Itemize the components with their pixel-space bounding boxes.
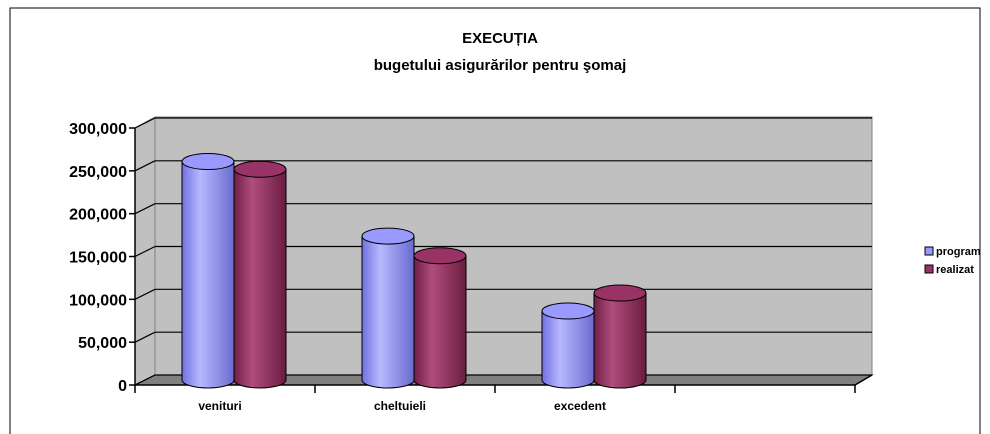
chart-title: EXECUȚIA (462, 30, 538, 47)
cylinder (181, 153, 235, 389)
cylinder-top (593, 284, 647, 302)
x-tick-label: excedent (554, 399, 606, 413)
grid-line-side (134, 331, 156, 343)
cylinder (361, 227, 415, 389)
x-axis-back (854, 374, 873, 386)
grid-line-side (134, 245, 156, 258)
y-tick-label: 100,000 (69, 292, 127, 309)
y-tick-label: 200,000 (69, 207, 127, 224)
cylinder (413, 247, 467, 389)
cylinder-body (541, 310, 595, 389)
cylinder-top (361, 227, 415, 245)
cylinder-body (233, 168, 287, 389)
grid-line-side (134, 117, 156, 129)
cylinder-body (181, 161, 235, 389)
y-tick-label: 50,000 (78, 335, 127, 352)
cylinder-top (541, 302, 595, 320)
chart-subtitle: bugetului asigurărilor pentru şomaj (374, 57, 627, 74)
legend-swatch (924, 246, 934, 256)
cylinder-body (361, 235, 415, 389)
cylinder (593, 284, 647, 389)
x-tick-label: cheltuieli (374, 399, 426, 413)
cylinder (541, 302, 595, 389)
cylinder-body (413, 255, 467, 389)
y-tick-label: 0 (118, 378, 127, 395)
cylinder (233, 160, 287, 389)
y-tick-label: 150,000 (69, 250, 127, 267)
x-tick-label: venituri (198, 399, 241, 413)
cylinder-top (181, 153, 235, 171)
legend-swatch (924, 264, 934, 274)
grid-line-side (134, 288, 156, 300)
legend-label: program (936, 246, 981, 258)
legend-label: realizat (936, 264, 974, 276)
grid-line-side (134, 203, 156, 215)
grid-line-side (134, 374, 156, 386)
cylinder-top (413, 247, 467, 265)
cylinder-top (233, 160, 287, 178)
grid-line-side (134, 160, 156, 172)
y-tick-label: 250,000 (69, 164, 127, 181)
cylinder-body (593, 292, 647, 389)
y-tick-label: 300,000 (69, 121, 127, 138)
